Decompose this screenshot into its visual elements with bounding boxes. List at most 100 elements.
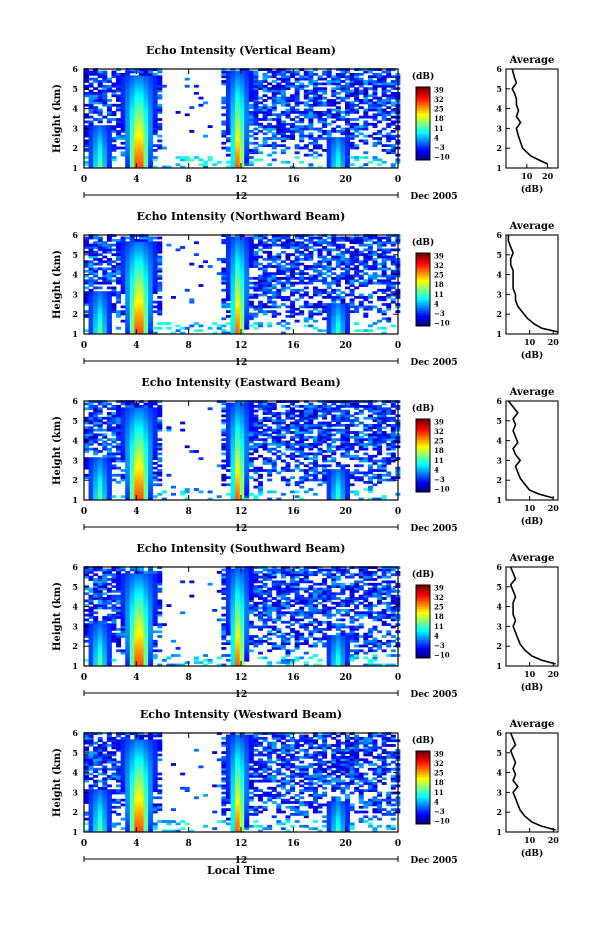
- heatmap-cell: [290, 241, 296, 245]
- heatmap-cell: [138, 165, 144, 169]
- heatmap-cell: [225, 314, 231, 318]
- heatmap-cell: [267, 253, 273, 256]
- heatmap-cell: [299, 428, 305, 432]
- heatmap-cell: [317, 238, 323, 242]
- heatmap-cell: [221, 276, 227, 280]
- heatmap-cell: [390, 103, 396, 107]
- heatmap-cell: [221, 80, 227, 83]
- heatmap-cell: [331, 127, 337, 131]
- heatmap-cell: [386, 82, 392, 86]
- heatmap-cell: [106, 492, 112, 496]
- heatmap-cell: [148, 257, 154, 261]
- heatmap-cell: [84, 125, 89, 129]
- heatmap-cell: [340, 75, 346, 79]
- heatmap-cell: [97, 466, 103, 470]
- heatmap-cell: [148, 404, 154, 408]
- heatmap-cell: [299, 250, 305, 254]
- heatmap-cell: [335, 156, 341, 159]
- heatmap-cell: [111, 110, 117, 114]
- heatmap-cell: [317, 87, 323, 90]
- heatmap-cell: [125, 485, 131, 489]
- heatmap-cell: [125, 404, 131, 408]
- heatmap-cell: [157, 492, 163, 496]
- heatmap-cell: [299, 262, 305, 266]
- heatmap-cell: [303, 248, 309, 252]
- heatmap-cell: [235, 431, 241, 434]
- heatmap-cell: [244, 153, 250, 157]
- heatmap-cell: [116, 314, 122, 318]
- heatmap-cell: [345, 452, 350, 456]
- heatmap-cell: [203, 101, 209, 105]
- heatmap-cell: [253, 445, 259, 449]
- heatmap-cell: [381, 91, 387, 95]
- heatmap-cell: [239, 471, 245, 475]
- heatmap-cell: [230, 322, 236, 325]
- heatmap-cell: [230, 326, 236, 330]
- heatmap-cell: [93, 485, 99, 489]
- heatmap-cell: [120, 115, 126, 119]
- heatmap-cell: [331, 438, 337, 441]
- heatmap-cell: [225, 431, 231, 434]
- heatmap-cell: [125, 288, 131, 292]
- heatmap-cell: [230, 72, 236, 76]
- heatmap-cell: [354, 274, 360, 278]
- heatmap-cell: [345, 412, 350, 415]
- heatmap-cell: [106, 483, 112, 487]
- heatmap-cell: [157, 445, 163, 449]
- heatmap-cell: [138, 160, 144, 164]
- heatmap-cell: [340, 438, 346, 441]
- heatmap-cell: [148, 106, 154, 109]
- heatmap-cell: [235, 260, 241, 264]
- heatmap-cell: [331, 91, 337, 95]
- heatmap-cell: [253, 326, 259, 330]
- heatmap-cell: [207, 125, 213, 129]
- heatmap-cell: [97, 158, 103, 162]
- heatmap-cell: [235, 447, 241, 451]
- heatmap-cell: [244, 300, 250, 304]
- heatmap-cell: [97, 473, 103, 477]
- heatmap-cell: [157, 303, 163, 306]
- heatmap-cell: [312, 442, 318, 446]
- heatmap-cell: [285, 414, 291, 418]
- heatmap-cell: [93, 156, 99, 159]
- heatmap-cell: [345, 139, 350, 143]
- heatmap-cell: [129, 307, 135, 311]
- heatmap-cell: [322, 288, 328, 292]
- heatmap-cell: [84, 281, 89, 285]
- heatmap-cell: [230, 108, 236, 112]
- heatmap-cell: [239, 310, 245, 314]
- heatmap-cell: [345, 473, 350, 477]
- heatmap-cell: [88, 312, 94, 316]
- heatmap-cell: [367, 253, 373, 256]
- heatmap-cell: [322, 414, 328, 418]
- heatmap-cell: [129, 156, 135, 159]
- heatmap-cell: [335, 274, 341, 278]
- heatmap-cell: [152, 272, 158, 275]
- heatmap-cell: [184, 156, 190, 159]
- heatmap-cell: [280, 94, 286, 98]
- heatmap-cell: [138, 94, 144, 98]
- heatmap-cell: [248, 295, 254, 299]
- heatmap-cell: [258, 108, 263, 112]
- heatmap-cell: [157, 246, 163, 249]
- heatmap-cell: [276, 70, 282, 74]
- heatmap-cell: [322, 77, 328, 81]
- heatmap-cell: [102, 146, 108, 150]
- heatmap-cell: [358, 459, 364, 463]
- heatmap-cell: [134, 265, 140, 268]
- heatmap-cell: [102, 324, 108, 328]
- heatmap-cell: [97, 120, 103, 124]
- heatmap-cell: [148, 476, 154, 480]
- heatmap-cell: [111, 156, 117, 159]
- heatmap-cell: [317, 303, 323, 306]
- heatmap-cell: [138, 255, 144, 259]
- heatmap-cell: [148, 165, 154, 169]
- heatmap-cell: [225, 113, 231, 117]
- heatmap-cell: [258, 404, 263, 408]
- heatmap-cell: [308, 153, 314, 157]
- heatmap-cell: [152, 132, 158, 136]
- heatmap-cell: [267, 433, 273, 437]
- heatmap-cell: [244, 94, 250, 98]
- heatmap-cell: [258, 466, 263, 470]
- heatmap-cell: [345, 144, 350, 148]
